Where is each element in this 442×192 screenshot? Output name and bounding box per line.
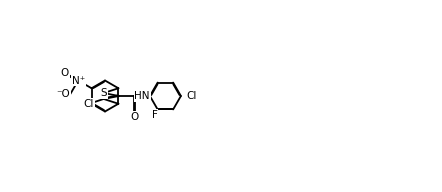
Text: Cl: Cl (187, 91, 197, 101)
Text: ⁻O: ⁻O (57, 89, 70, 99)
Text: O: O (61, 68, 69, 78)
Text: Cl: Cl (84, 99, 94, 109)
Text: HN: HN (134, 91, 150, 101)
Text: F: F (152, 110, 157, 120)
Text: O: O (130, 112, 138, 122)
Text: S: S (100, 88, 107, 98)
Text: N⁺: N⁺ (72, 75, 85, 85)
